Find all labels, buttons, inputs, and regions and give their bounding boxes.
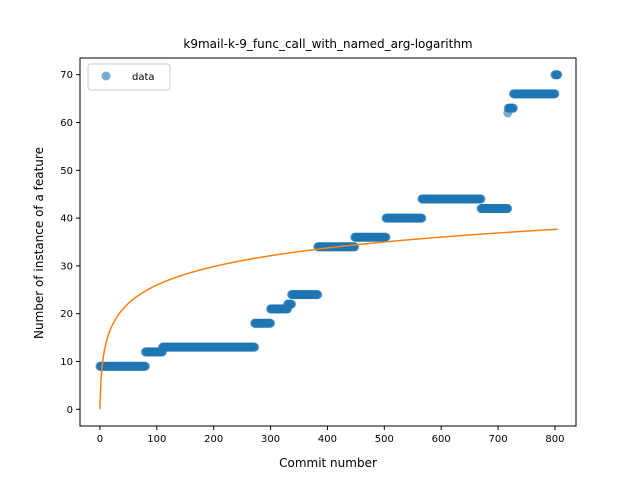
x-axis-label: Commit number (279, 456, 377, 470)
axes: 0 100 200 300 400 500 600 700 800 0 10 20 30 40 50 60 70 (60, 57, 577, 445)
y-tick-label: 40 (60, 214, 73, 225)
x-tick-label: 300 (261, 434, 280, 445)
y-tick-label: 50 (60, 166, 73, 177)
data-point (350, 242, 360, 252)
data-point (381, 232, 391, 242)
data-point (553, 70, 563, 80)
legend-box (87, 63, 171, 91)
y-axis-label: Number of instance of a feature (32, 147, 46, 339)
x-tick-label: 600 (432, 434, 451, 445)
data-point (476, 194, 486, 204)
y-tick-label: 30 (60, 261, 73, 272)
legend-marker-data (101, 71, 111, 81)
data-point (508, 103, 518, 113)
legend: data (87, 63, 171, 91)
y-tick-label: 20 (60, 309, 73, 320)
x-tick-label: 100 (147, 434, 166, 445)
plot-area (95, 70, 563, 410)
data-point (503, 204, 513, 214)
x-tick-label: 0 (97, 434, 103, 445)
data-point (250, 342, 260, 352)
x-tick-label: 700 (489, 434, 508, 445)
x-tick-label: 500 (375, 434, 394, 445)
y-tick-label: 0 (67, 405, 73, 416)
data-point (266, 318, 276, 328)
x-tick-label: 800 (545, 434, 564, 445)
x-tick-label: 400 (318, 434, 337, 445)
y-tick-label: 70 (60, 70, 73, 81)
data-point (313, 290, 323, 300)
data-point (550, 89, 560, 99)
data-point (287, 299, 297, 309)
x-tick-label: 200 (204, 434, 223, 445)
chart-title: k9mail-k-9_func_call_with_named_arg-loga… (183, 37, 472, 51)
y-tick-label: 10 (60, 357, 73, 368)
legend-label-data: data (132, 72, 155, 83)
data-point (417, 213, 427, 223)
fit-line (99, 228, 558, 410)
axes-frame (79, 57, 577, 427)
y-tick-label: 60 (60, 118, 73, 129)
data-point (140, 361, 150, 371)
